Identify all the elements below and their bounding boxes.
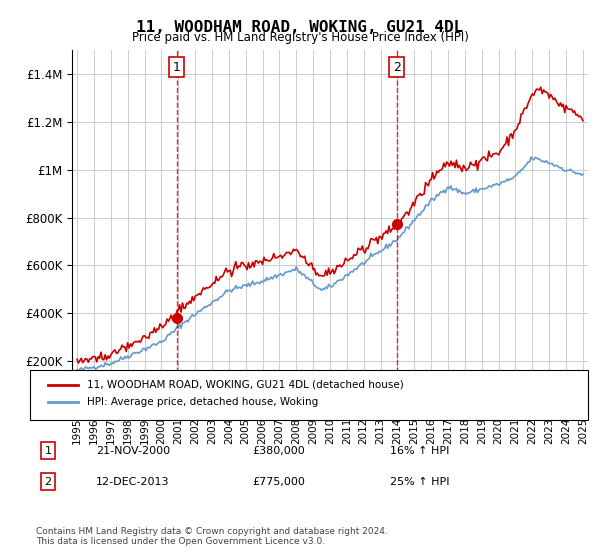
Text: 11, WOODHAM ROAD, WOKING, GU21 4DL (detached house): 11, WOODHAM ROAD, WOKING, GU21 4DL (deta…: [87, 380, 404, 390]
Text: 11, WOODHAM ROAD, WOKING, GU21 4DL: 11, WOODHAM ROAD, WOKING, GU21 4DL: [136, 20, 464, 35]
Text: 21-NOV-2000: 21-NOV-2000: [96, 446, 170, 456]
Text: Contains HM Land Registry data © Crown copyright and database right 2024.
This d: Contains HM Land Registry data © Crown c…: [36, 526, 388, 546]
Text: £380,000: £380,000: [252, 446, 305, 456]
Text: HPI: Average price, detached house, Woking: HPI: Average price, detached house, Woki…: [87, 396, 318, 407]
Text: 12-DEC-2013: 12-DEC-2013: [96, 477, 170, 487]
Text: 2: 2: [392, 60, 401, 73]
Text: 1: 1: [44, 446, 52, 456]
Text: 25% ↑ HPI: 25% ↑ HPI: [390, 477, 449, 487]
Text: 16% ↑ HPI: 16% ↑ HPI: [390, 446, 449, 456]
Text: 2: 2: [44, 477, 52, 487]
Text: 1: 1: [173, 60, 181, 73]
Text: £775,000: £775,000: [252, 477, 305, 487]
Text: Price paid vs. HM Land Registry's House Price Index (HPI): Price paid vs. HM Land Registry's House …: [131, 31, 469, 44]
